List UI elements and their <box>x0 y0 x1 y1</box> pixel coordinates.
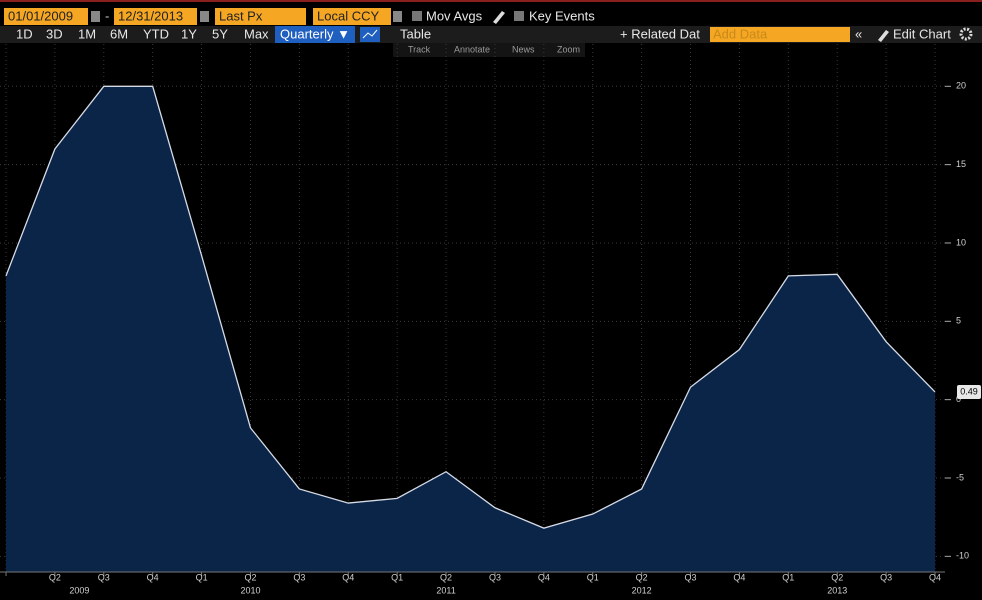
period-button[interactable]: Max <box>244 26 269 41</box>
calendar-icon[interactable] <box>200 11 209 22</box>
edit-chart[interactable]: Edit Chart <box>893 26 951 41</box>
settings-icon[interactable] <box>959 27 973 41</box>
x-tick-label: Q3 <box>293 572 305 582</box>
period-button[interactable]: 1D <box>16 26 33 41</box>
x-tick-label: Q2 <box>636 572 648 582</box>
field-select[interactable] <box>215 8 306 25</box>
field: Last Px <box>219 8 263 23</box>
frequency: Quarterly ▼ <box>280 26 350 41</box>
x-tick-label: Q4 <box>147 572 159 582</box>
x-tick-label: Q1 <box>391 572 403 582</box>
y-tick-label: -10 <box>956 551 969 561</box>
x-tick-label: Q4 <box>733 572 745 582</box>
x-tick-label: Q2 <box>440 572 452 582</box>
chart-tool[interactable]: Zoom <box>557 44 580 54</box>
x-tick-label: Q1 <box>782 572 794 582</box>
y-tick-label: -5 <box>956 472 964 482</box>
x-tick-label: Q4 <box>538 572 550 582</box>
y-tick-label: 10 <box>956 237 966 247</box>
y-tick-label: 5 <box>956 316 961 326</box>
x-tick-label: Q1 <box>587 572 599 582</box>
line-icon-glyph <box>362 29 378 39</box>
dropdown-icon[interactable] <box>393 11 402 22</box>
add-data: Add Data <box>713 26 768 41</box>
period-button[interactable]: 5Y <box>212 26 228 41</box>
period-button[interactable]: 1M <box>78 26 96 41</box>
add-data-field[interactable] <box>710 27 850 42</box>
x-tick-label: Q2 <box>244 572 256 582</box>
chart-tool[interactable]: Annotate <box>454 44 490 54</box>
x-tick-label: Q3 <box>880 572 892 582</box>
end-date-field[interactable] <box>114 8 197 25</box>
period-button[interactable]: 6M <box>110 26 128 41</box>
frequency-select[interactable] <box>275 26 355 43</box>
year-label: 2011 <box>436 585 455 595</box>
end-date: 12/31/2013 <box>118 8 183 23</box>
period-button[interactable]: 1Y <box>181 26 197 41</box>
chart-tool[interactable]: Track <box>408 44 431 54</box>
currency-select[interactable] <box>313 8 391 25</box>
start-date: 01/01/2009 <box>8 8 73 23</box>
year-label: 2013 <box>827 585 847 595</box>
tools-bar <box>393 43 585 57</box>
x-tick-label: Q1 <box>196 572 208 582</box>
year-label: 2012 <box>632 585 652 595</box>
x-tick-label: Q2 <box>49 572 61 582</box>
x-tick-label: Q4 <box>342 572 354 582</box>
key-events[interactable]: Key Events <box>529 8 595 23</box>
x-tick-label: Q3 <box>98 572 110 582</box>
x-tick-label: Q3 <box>489 572 501 582</box>
year-label: 2009 <box>69 585 89 595</box>
year-label: 2010 <box>240 585 260 595</box>
x-tick-label: Q2 <box>831 572 843 582</box>
pencil-icon[interactable] <box>493 11 505 24</box>
x-tick-label: Q3 <box>685 572 697 582</box>
last-value-label: 0.49 <box>960 386 978 396</box>
x-tick-label: Q4 <box>929 572 941 582</box>
line <box>5 85 936 529</box>
pencil-icon[interactable] <box>878 30 889 42</box>
date-separator: - <box>105 8 109 23</box>
top-border <box>0 0 982 2</box>
chart-tool[interactable]: News <box>512 44 535 54</box>
period-button[interactable]: YTD <box>143 26 169 41</box>
start-date-field[interactable] <box>4 8 88 25</box>
collapse-icon[interactable]: « <box>855 26 862 41</box>
checkbox[interactable] <box>412 11 422 21</box>
currency: Local CCY <box>317 8 379 23</box>
y-tick-label: 0 <box>956 394 961 404</box>
table-button[interactable]: Table <box>400 26 431 41</box>
period-button[interactable]: 3D <box>46 26 63 41</box>
calendar-icon[interactable] <box>91 11 100 22</box>
mov-avgs[interactable]: Mov Avgs <box>426 8 483 23</box>
area <box>6 86 935 572</box>
y-tick-label: 15 <box>956 159 966 169</box>
y-tick-label: 20 <box>956 81 966 91</box>
last-value-box <box>957 384 981 399</box>
checkbox[interactable] <box>514 11 524 21</box>
related-data[interactable]: + Related Dat <box>620 26 700 41</box>
